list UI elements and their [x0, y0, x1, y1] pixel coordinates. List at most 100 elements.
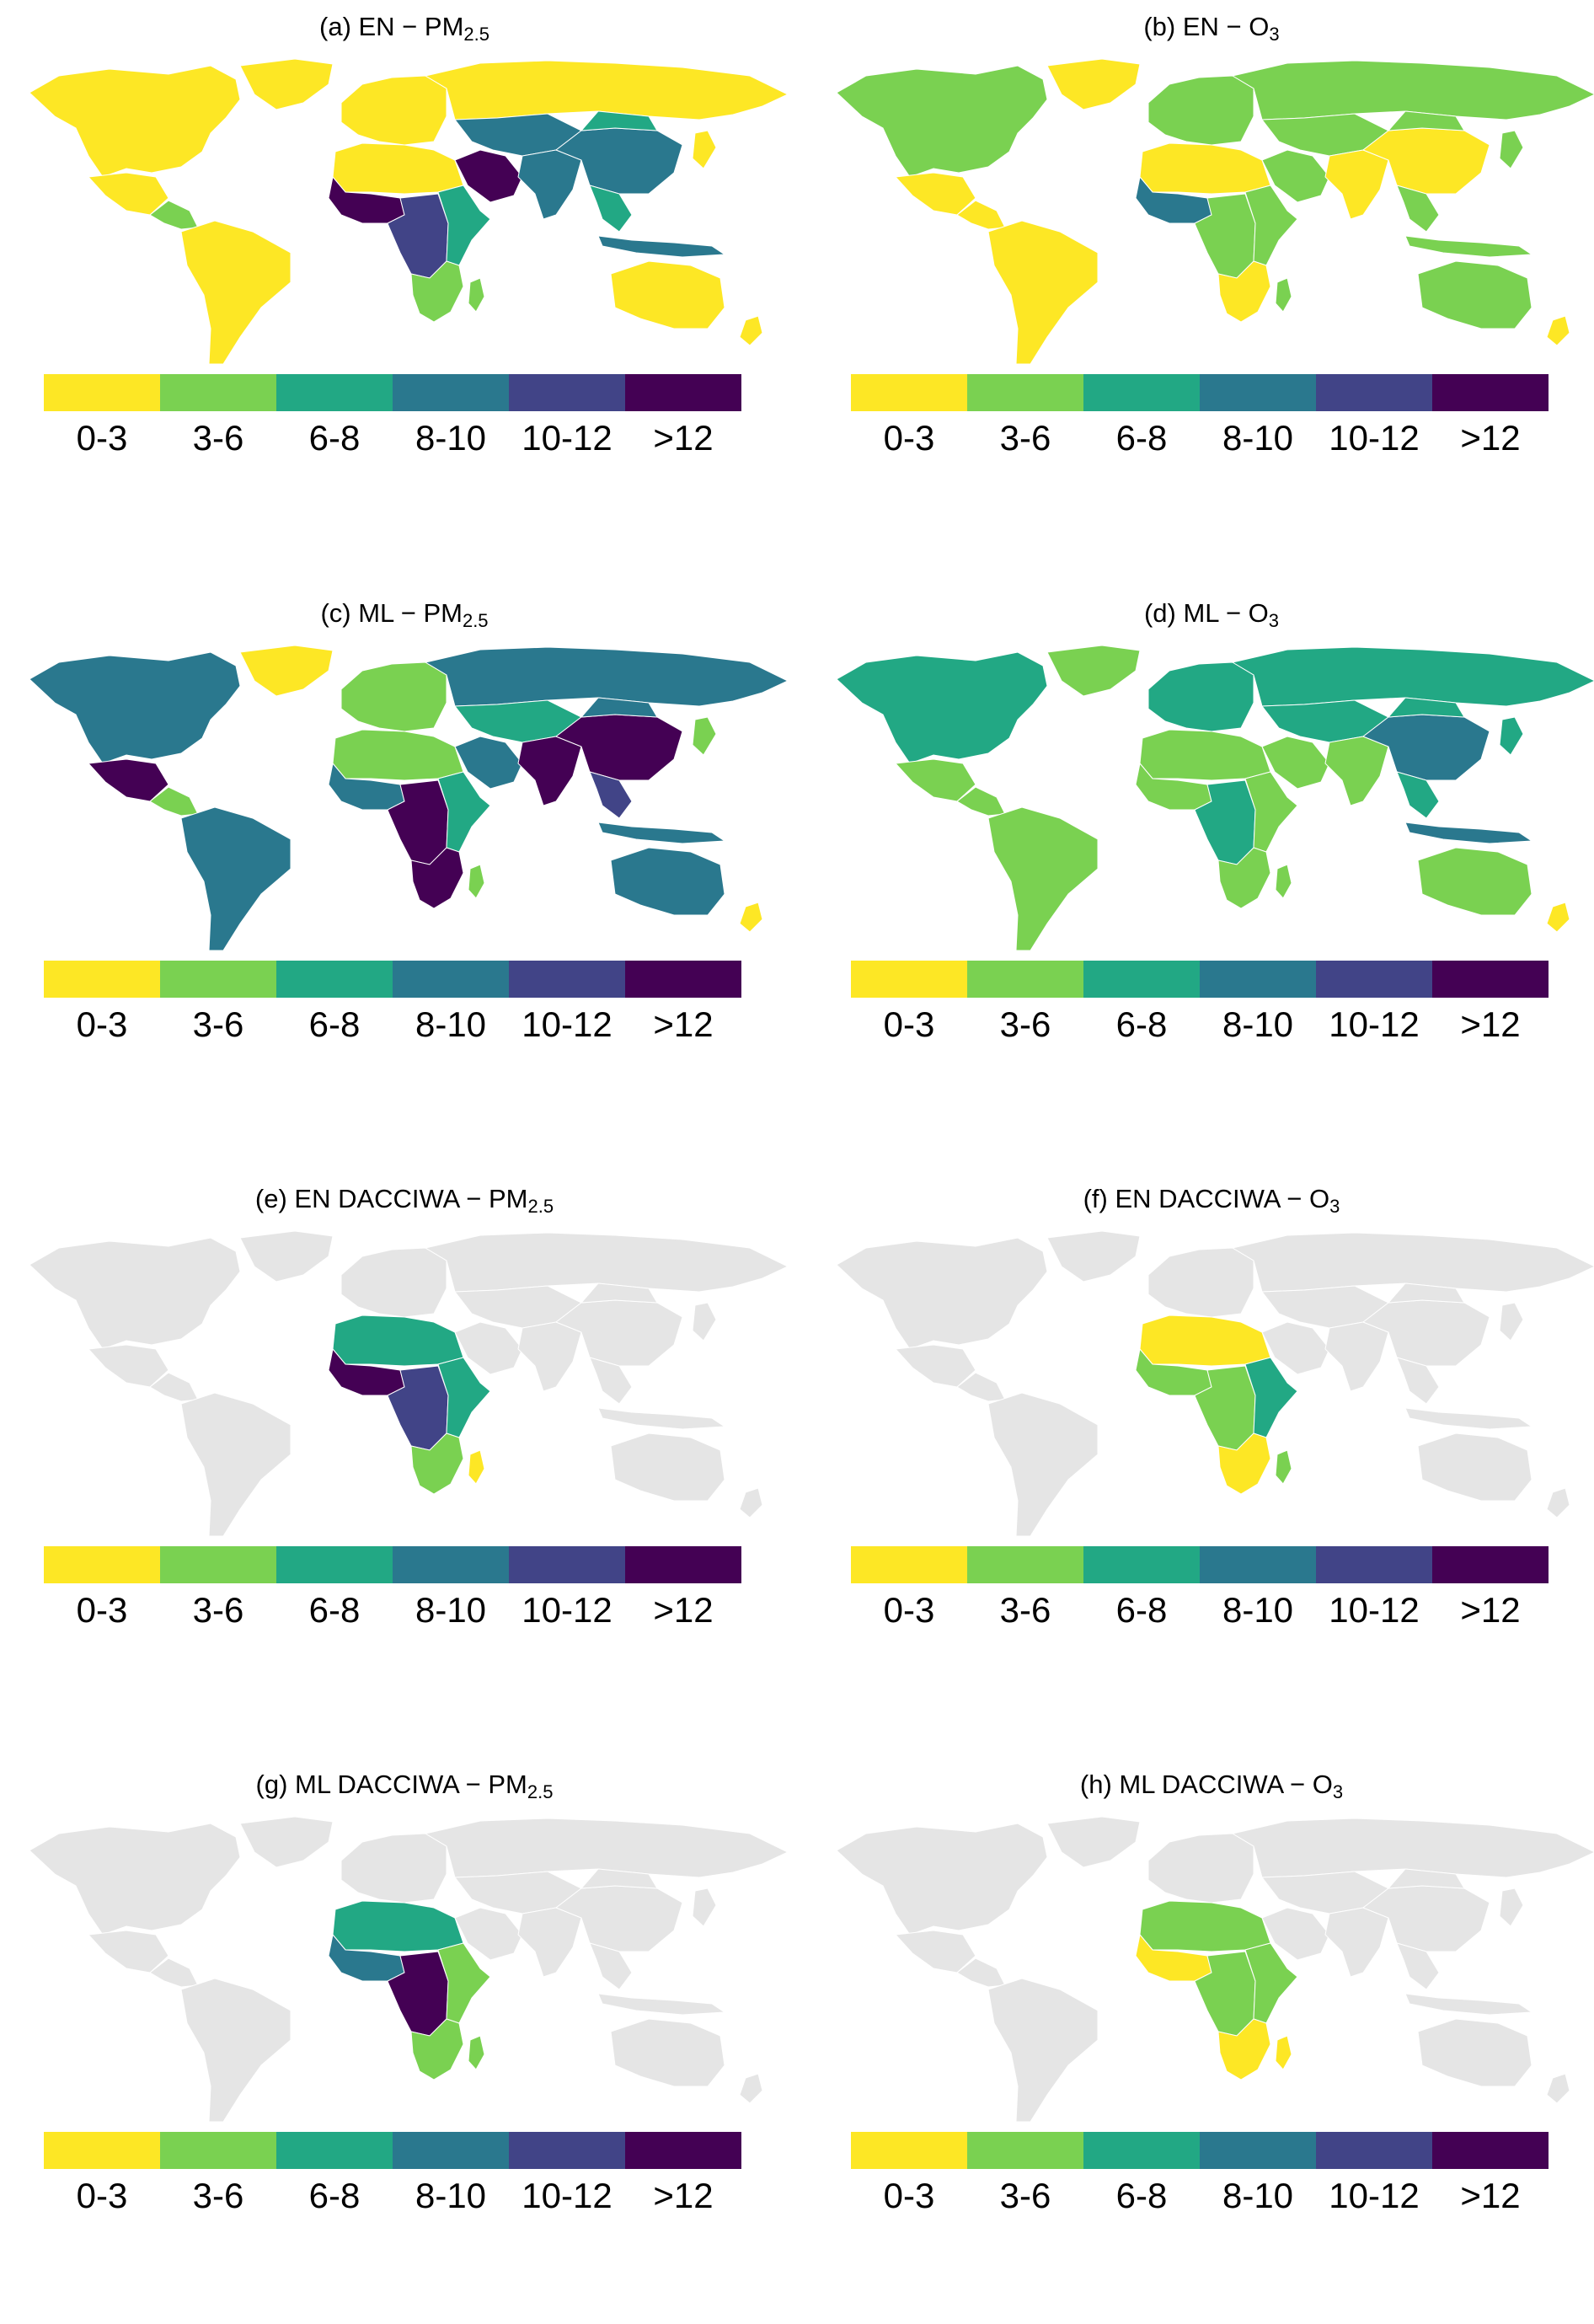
colorbar-swatch [1200, 2132, 1316, 2169]
region-rus [424, 60, 789, 120]
region-nam [836, 1237, 1048, 1350]
region-naf [1139, 1315, 1271, 1367]
colorbar-swatch [44, 374, 160, 411]
colorbar [44, 961, 741, 998]
colorbar [851, 1546, 1549, 1583]
colorbar-label: 0-3 [883, 418, 935, 458]
colorbar-label: 10-12 [522, 1004, 612, 1044]
panel-title-text: (e) EN DACCIWA − PM [254, 1184, 528, 1213]
colorbar-swatch [393, 1546, 509, 1583]
colorbar [44, 1546, 741, 1583]
region-ind [517, 1907, 582, 1978]
colorbar-swatch [509, 1546, 625, 1583]
region-nzl [739, 315, 763, 346]
colorbar-swatch [1083, 374, 1200, 411]
colorbar-label: 6-8 [308, 1004, 361, 1044]
region-rus [1231, 60, 1594, 120]
colorbar-swatch [851, 2132, 967, 2169]
colorbar-label: 8-10 [1222, 2176, 1294, 2215]
region-ind [517, 149, 582, 220]
region-nam [29, 1237, 241, 1350]
panel-title: (h) ML DACCIWA − O3 [816, 1768, 1594, 1802]
region-nzl [1546, 902, 1570, 933]
region-ind [517, 736, 582, 806]
region-mon [580, 1868, 658, 1889]
region-naf [1139, 142, 1271, 195]
colorbar-swatch [967, 374, 1083, 411]
region-idn [597, 822, 726, 844]
colorbar-label: 8-10 [415, 418, 487, 458]
region-nzl [739, 902, 763, 933]
region-ind [1324, 149, 1389, 220]
colorbar [851, 2132, 1549, 2169]
region-arb [454, 736, 523, 790]
region-eaf [437, 1357, 491, 1438]
colorbar-label: 0-3 [76, 418, 128, 458]
region-mon [1387, 1868, 1465, 1889]
region-saf [1217, 847, 1271, 909]
choropleth-map [816, 637, 1594, 957]
region-eur [1147, 75, 1254, 146]
region-saf [1217, 260, 1271, 323]
region-eur [340, 75, 447, 146]
region-ind [1324, 1907, 1389, 1978]
panel-title-subscript: 2.5 [462, 610, 489, 631]
colorbar-swatch [509, 961, 625, 998]
region-eur [340, 661, 447, 732]
colorbar-label: 6-8 [1115, 1590, 1168, 1630]
colorbar-label: >12 [653, 2176, 714, 2215]
panel-title-text: (d) ML − O [1143, 598, 1269, 628]
panel-title-text: (h) ML DACCIWA − O [1079, 1770, 1333, 1799]
region-eur [340, 1833, 447, 1904]
colorbar-labels: 0-3 3-6 6-8 8-10 10-12 >12 [44, 1003, 741, 1047]
colorbar-label: 6-8 [1115, 1004, 1168, 1044]
panel-title-text: (g) ML DACCIWA − PM [255, 1770, 527, 1799]
world-map-svg [836, 645, 1594, 951]
colorbar-labels: 0-3 3-6 6-8 8-10 10-12 >12 [44, 1588, 741, 1632]
colorbar-swatch [276, 2132, 393, 2169]
colorbar-swatch [393, 961, 509, 998]
region-aus [1417, 260, 1532, 329]
region-ind [1324, 736, 1389, 806]
region-rus [1231, 646, 1594, 707]
colorbar-labels: 0-3 3-6 6-8 8-10 10-12 >12 [44, 2174, 741, 2218]
colorbar-label: >12 [653, 1590, 714, 1630]
colorbar-swatch [1083, 1546, 1200, 1583]
region-sam [180, 220, 292, 365]
region-mdg [468, 1449, 485, 1485]
region-sam [987, 1392, 1099, 1537]
colorbar-label: 6-8 [1115, 2176, 1168, 2215]
colorbar-swatch [44, 961, 160, 998]
region-grl [239, 1816, 334, 1868]
region-sam [987, 806, 1099, 951]
region-jpn [1499, 130, 1524, 169]
region-grl [239, 58, 334, 110]
region-rus [1231, 1232, 1594, 1293]
region-ind [517, 1321, 582, 1392]
panel-title-subscript: 3 [1332, 1781, 1344, 1802]
region-idn [597, 1993, 726, 2016]
region-aus [610, 2018, 725, 2087]
world-map-svg [836, 1816, 1594, 2123]
colorbar [851, 961, 1549, 998]
choropleth-map [8, 1223, 800, 1543]
region-grl [1046, 1230, 1141, 1282]
colorbar-label: 8-10 [1222, 1004, 1294, 1044]
panel-title-subscript: 3 [1269, 24, 1280, 45]
region-idn [1404, 822, 1533, 844]
region-jpn [1499, 716, 1524, 756]
region-nam [29, 1823, 241, 1936]
colorbar-labels: 0-3 3-6 6-8 8-10 10-12 >12 [851, 1003, 1549, 1047]
region-mdg [1275, 2035, 1292, 2070]
region-nzl [1546, 2073, 1570, 2104]
region-sea [1396, 771, 1440, 819]
world-map-svg [836, 58, 1594, 365]
region-rus [1231, 1818, 1594, 1878]
region-eaf [1244, 771, 1298, 853]
region-arb [454, 149, 523, 203]
colorbar-label: 3-6 [192, 2176, 244, 2215]
colorbar-swatch [160, 961, 276, 998]
panel-f: (f) EN DACCIWA − O3 0-3 3-6 6-8 8-10 10-12 >1… [816, 1182, 1594, 1738]
region-nam [836, 65, 1048, 178]
region-eaf [437, 185, 491, 266]
